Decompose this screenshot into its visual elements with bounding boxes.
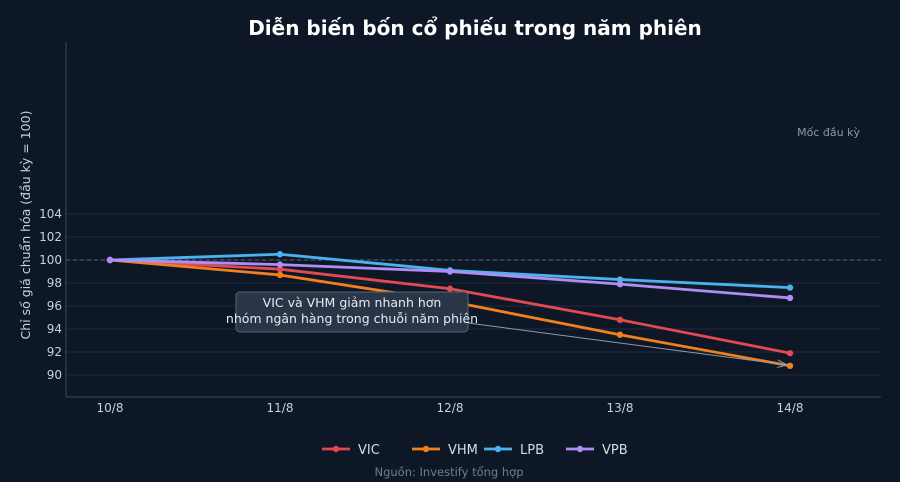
legend-item-vic: VIC (322, 443, 380, 458)
y-tick-label: 102 (39, 230, 62, 244)
data-point (616, 331, 624, 338)
legend-label: VPB (602, 443, 628, 458)
y-tick-label: 100 (39, 253, 62, 267)
y-tick-label: 98 (47, 276, 62, 290)
legend-label: VIC (358, 443, 380, 458)
data-point (616, 316, 624, 323)
data-point (276, 251, 284, 258)
data-point (616, 280, 624, 288)
annotation-arrow (467, 322, 786, 365)
data-point (446, 268, 454, 275)
source-note: Nguồn: Investify tổng hợp (374, 465, 523, 479)
series-group (106, 251, 794, 369)
reference-line-label: Mốc đầu kỳ (797, 126, 860, 139)
x-tick-label: 13/8 (607, 401, 634, 415)
annotation-box (235, 291, 469, 333)
data-point (786, 284, 794, 291)
axes (65, 42, 881, 398)
data-point (786, 349, 794, 357)
x-tick-label: 14/8 (777, 401, 804, 415)
data-point (786, 294, 794, 302)
legend-item-vhm: VHM (412, 443, 478, 458)
y-axis-label: Chỉ số giá chuẩn hóa (đầu kỳ = 100) (18, 111, 33, 340)
series-vic (106, 256, 794, 357)
data-point (276, 261, 284, 268)
data-point (106, 256, 114, 264)
legend-label: VHM (448, 443, 478, 458)
legend-swatch-marker (494, 445, 502, 453)
series-vpb (106, 256, 794, 302)
legend-item-lpb: LPB (484, 443, 544, 458)
y-tick-label: 104 (39, 207, 62, 221)
x-tick-label: 12/8 (437, 401, 464, 415)
y-tick-label: 96 (47, 299, 62, 313)
data-point (446, 285, 454, 292)
legend-swatch-marker (332, 445, 340, 453)
chart-title: Diễn biến bốn cổ phiếu trong năm phiên (248, 16, 702, 40)
x-tick-label: 11/8 (267, 401, 294, 415)
data-point (276, 266, 284, 273)
data-point (786, 362, 794, 369)
y-tick-label: 94 (47, 322, 62, 336)
reference-line-group: Mốc đầu kỳ (66, 126, 881, 261)
y-tick-label: 92 (47, 345, 62, 359)
annotation-text: VIC và VHM giảm nhanh hơn (263, 295, 442, 310)
legend-item-vpb: VPB (566, 443, 628, 458)
data-point (276, 271, 284, 279)
legend-swatch-marker (422, 445, 430, 453)
data-point (616, 276, 624, 283)
legend-swatch-marker (576, 445, 584, 453)
legend-label: LPB (520, 443, 544, 458)
legend: VIC VHM LPB VPB (322, 443, 628, 458)
annotation-text: nhóm ngân hàng trong chuỗi năm phiên (226, 311, 478, 326)
y-tick-label: 90 (47, 368, 62, 382)
x-tick-label: 10/8 (97, 401, 124, 415)
